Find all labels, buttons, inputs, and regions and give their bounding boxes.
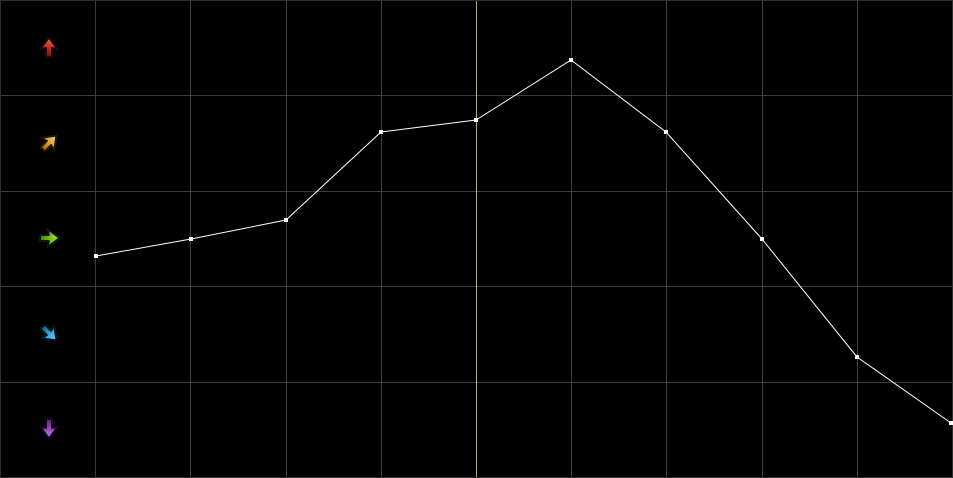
trend-down-arrow-icon <box>36 415 62 441</box>
trend-up-right-arrow-icon <box>36 130 62 156</box>
trend-up-arrow-icon <box>36 35 62 61</box>
trend-down-right-arrow-icon <box>36 320 62 346</box>
trend-right-arrow-icon <box>36 225 62 251</box>
